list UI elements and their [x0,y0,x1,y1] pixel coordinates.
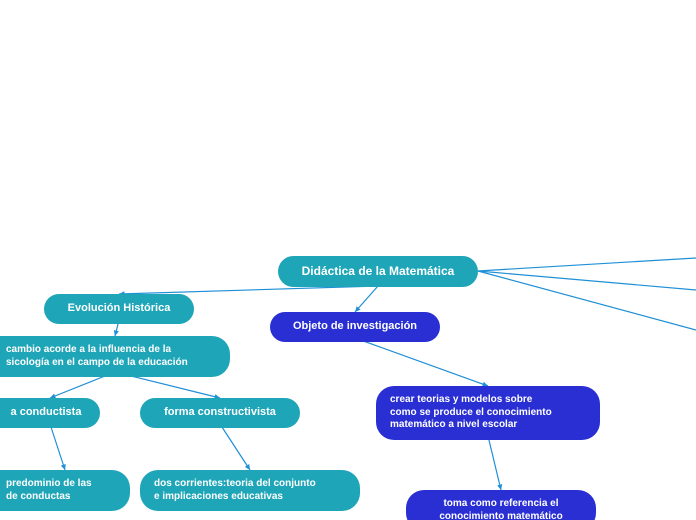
node-doscorr: dos corrientes:teoria del conjunto e imp… [140,470,360,511]
node-cambio: cambio acorde a la influencia de la sico… [0,336,230,377]
node-conductista: a conductista [0,398,100,428]
node-toma: toma como referencia el conocimiento mat… [406,490,596,520]
node-root: Didáctica de la Matemática [278,256,478,287]
node-crear: crear teorias y modelos sobre como se pr… [376,386,600,440]
node-constructivista: forma constructivista [140,398,300,428]
node-objeto: Objeto de investigación [270,312,440,342]
node-predominio: predominio de las de conductas [0,470,130,511]
node-evol: Evolución Histórica [44,294,194,324]
